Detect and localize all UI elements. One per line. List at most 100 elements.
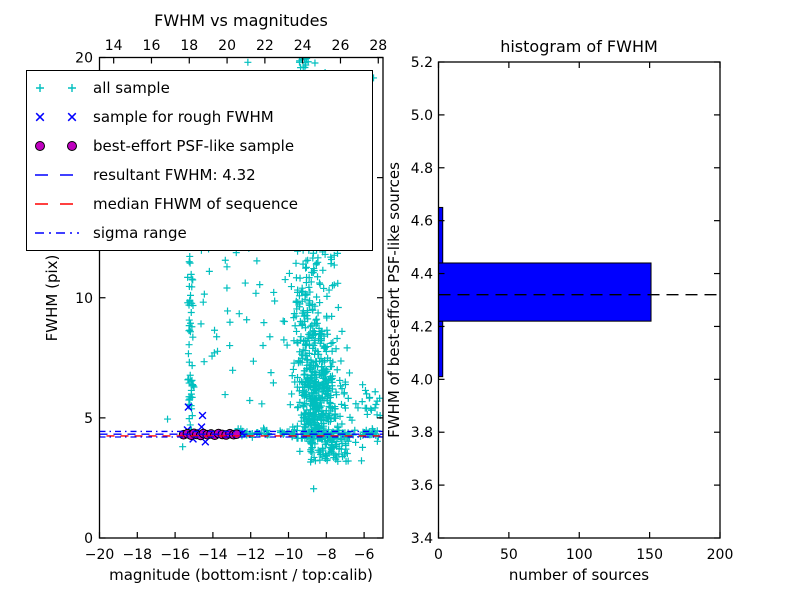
scatter-point xyxy=(318,420,326,428)
scatter-point xyxy=(334,303,342,311)
scatter-point xyxy=(187,291,195,299)
scatter-point xyxy=(328,375,336,383)
scatter-point xyxy=(285,269,293,277)
legend-item-best-effort-psf-like-sample: best-effort PSF-like sample xyxy=(27,132,372,160)
x-tick-label: −20 xyxy=(85,547,115,563)
scatter-point xyxy=(290,337,298,345)
scatter-point xyxy=(296,358,304,366)
scatter-point xyxy=(243,316,251,324)
cross-legend-marker-icon xyxy=(35,112,77,122)
scatter-point xyxy=(352,400,360,408)
scatter-point xyxy=(325,426,333,434)
scatter-point xyxy=(363,410,371,418)
scatter-point xyxy=(298,284,306,292)
scatter-point xyxy=(340,435,348,443)
scatter-point xyxy=(303,365,311,373)
scatter-point xyxy=(226,342,234,350)
scatter-point xyxy=(295,357,303,365)
x-tick-label: 0 xyxy=(434,547,443,563)
scatter-point xyxy=(309,254,317,262)
scatter-point xyxy=(294,373,302,381)
scatter-point xyxy=(302,324,310,332)
left-plot-ylabel: FWHM (pix) xyxy=(43,255,61,342)
scatter-point xyxy=(277,429,285,437)
rough-sample-point xyxy=(198,411,207,420)
scatter-point xyxy=(312,399,320,407)
scatter-point xyxy=(320,332,328,340)
scatter-point xyxy=(306,439,314,447)
scatter-point xyxy=(267,369,275,377)
scatter-point xyxy=(186,371,194,379)
scatter-point xyxy=(292,259,300,267)
scatter-point xyxy=(327,260,335,268)
x-tick-label: 150 xyxy=(636,547,663,563)
scatter-point xyxy=(185,341,193,349)
scatter-point xyxy=(334,457,342,465)
scatter-point xyxy=(367,406,375,414)
scatter-point xyxy=(310,327,318,335)
scatter-point xyxy=(373,437,381,445)
scatter-point xyxy=(312,357,320,365)
histogram-bars xyxy=(438,206,652,378)
rough-sample-point xyxy=(201,438,210,446)
dashed-line-legend-marker-icon xyxy=(35,202,81,205)
scatter-point xyxy=(308,449,316,457)
scatter-point xyxy=(293,383,301,391)
right-plot-title: histogram of FWHM xyxy=(500,37,658,56)
x-tick-label: −16 xyxy=(160,547,190,563)
rough-sample-point xyxy=(184,403,193,411)
left-plot-axes: −20 −18 −16 −14 −12 −10 −8 −6 14 16 18 20 22 24 26 28 0 5… xyxy=(75,38,387,563)
scatter-point xyxy=(186,259,194,267)
scatter-point xyxy=(313,315,321,323)
scatter-point xyxy=(288,372,296,380)
scatter-point xyxy=(246,396,254,404)
scatter-point xyxy=(296,447,304,455)
y-tick-label: 0 xyxy=(84,531,93,547)
scatter-point xyxy=(314,385,322,393)
scatter-point xyxy=(357,457,365,465)
scatter-point xyxy=(293,305,301,313)
scatter-point xyxy=(345,369,353,377)
scatter-point xyxy=(221,391,229,399)
scatter-point xyxy=(214,347,222,355)
scatter-point xyxy=(327,435,335,443)
scatter-point xyxy=(373,427,381,435)
scatter-point xyxy=(308,333,316,341)
scatter-point xyxy=(315,371,323,379)
top-x-tick-label: 18 xyxy=(180,38,198,54)
scatter-point xyxy=(249,357,257,365)
right-plot-xlabel: number of sources xyxy=(509,566,649,584)
scatter-point xyxy=(184,273,192,281)
scatter-point xyxy=(302,257,310,265)
scatter-point xyxy=(363,404,371,412)
scatter-point xyxy=(323,314,331,322)
scatter-point xyxy=(323,367,331,375)
x-tick-label: −14 xyxy=(198,547,228,563)
scatter-point xyxy=(309,416,317,424)
scatter-point xyxy=(293,427,301,435)
scatter-point xyxy=(316,279,324,287)
scatter-point xyxy=(317,336,325,344)
scatter-point xyxy=(185,316,193,324)
top-x-tick-label: 14 xyxy=(105,38,123,54)
legend-circle xyxy=(67,141,77,152)
y-tick-label: 5.2 xyxy=(411,55,433,71)
scatter-point xyxy=(211,326,219,334)
scatter-point xyxy=(334,249,342,257)
right-plot-axes: 0 50 100 150 200 3.4 3.6 3.8 4.0 4.2 4.4 4.6 4.8 5.0 5… xyxy=(411,55,734,563)
scatter-point xyxy=(300,410,308,418)
scatter-point xyxy=(303,355,311,363)
scatter-point xyxy=(312,259,320,267)
scatter-point xyxy=(337,382,345,390)
y-tick-label: 20 xyxy=(75,51,93,67)
x-tick-label: −18 xyxy=(123,547,153,563)
scatter-point xyxy=(354,404,362,412)
reference-lines xyxy=(99,430,383,438)
scatter-point xyxy=(210,349,218,357)
scatter-point xyxy=(330,261,338,269)
scatter-point xyxy=(188,283,196,291)
scatter-point xyxy=(298,378,306,386)
scatter-point xyxy=(292,274,300,282)
